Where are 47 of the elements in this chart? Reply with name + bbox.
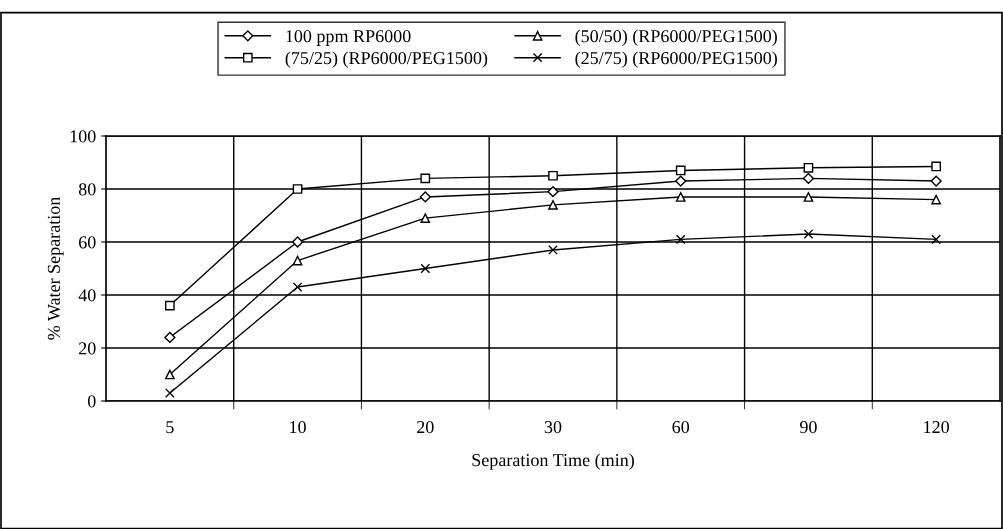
- y-tick-label: 0: [87, 395, 96, 408]
- y-tick-label: 80: [78, 183, 96, 196]
- point: [420, 213, 431, 224]
- point: [164, 300, 175, 311]
- point: [548, 170, 558, 181]
- y-axis-title: % Water Separation: [47, 196, 64, 340]
- point: [675, 165, 686, 176]
- point: [675, 192, 686, 202]
- y-tick-label: 40: [78, 289, 96, 302]
- x-tick-label: 90: [799, 420, 817, 434]
- y-tick-label: 100: [70, 130, 96, 143]
- point: [292, 255, 303, 266]
- point: [292, 282, 303, 292]
- legend-label: (50/50) (RP6000/PEG1500): [575, 29, 777, 46]
- x-tick-label: 60: [672, 420, 690, 434]
- point: [164, 388, 175, 398]
- legend-label: (25/75) (RP6000/PEG1500): [575, 51, 777, 68]
- point: [164, 331, 176, 344]
- point: [802, 172, 815, 185]
- point: [548, 200, 558, 210]
- point: [803, 229, 814, 239]
- y-tick-label: 20: [79, 342, 96, 355]
- point: [419, 191, 431, 203]
- point: [931, 234, 942, 245]
- point: [803, 192, 814, 202]
- legend-label: 100 ppm RP6000: [286, 30, 411, 46]
- point: [292, 184, 303, 194]
- point: [420, 263, 431, 274]
- point: [675, 175, 687, 187]
- x-tick-label: 5: [166, 421, 174, 434]
- point: [931, 194, 942, 205]
- point: [547, 186, 559, 198]
- point: [420, 173, 431, 184]
- point: [164, 369, 175, 380]
- x-tick-label: 120: [924, 420, 949, 434]
- point: [675, 234, 686, 245]
- x-tick-label: 30: [544, 420, 562, 434]
- point: [930, 175, 942, 187]
- point: [291, 236, 304, 248]
- point: [803, 162, 814, 173]
- x-axis-title: Separation Time (min): [472, 453, 634, 470]
- point: [931, 161, 942, 172]
- point: [548, 245, 558, 255]
- y-tick-label: 60: [79, 236, 96, 249]
- x-tick-label: 20: [417, 420, 434, 434]
- legend-label: (75/25) (RP6000/PEG1500): [285, 51, 488, 68]
- x-tick-label: 10: [290, 420, 306, 434]
